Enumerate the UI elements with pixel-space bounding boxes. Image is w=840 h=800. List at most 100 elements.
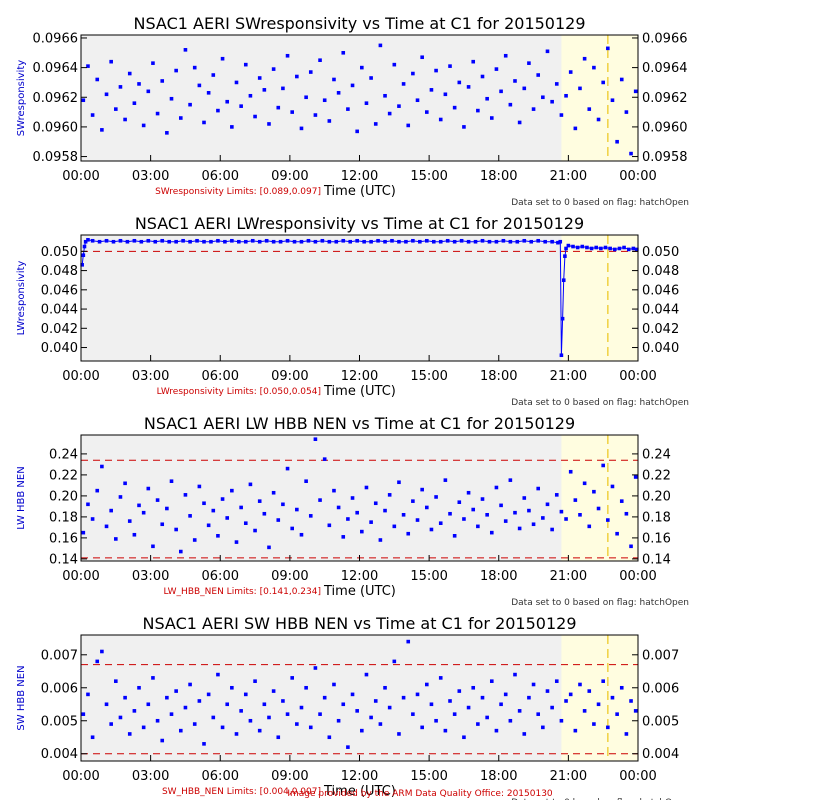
- data-point: [295, 74, 299, 79]
- y-tick-label-right: 0.0966: [642, 31, 688, 46]
- data-point: [346, 107, 350, 111]
- y-tick-label-right: 0.007: [642, 648, 679, 663]
- data-point: [81, 98, 86, 103]
- data-point: [425, 110, 429, 114]
- data-point: [592, 722, 596, 726]
- data-point: [629, 699, 633, 703]
- data-point: [531, 522, 536, 527]
- data-point: [248, 482, 253, 487]
- data-points: [80, 238, 639, 358]
- data-point: [271, 689, 276, 693]
- plot-area: [81, 435, 638, 561]
- x-tick-label: 00:00: [62, 169, 99, 184]
- data-point: [573, 728, 578, 733]
- data-point: [220, 56, 225, 61]
- data-point: [285, 466, 290, 471]
- data-point: [151, 61, 155, 65]
- data-points: [81, 639, 638, 749]
- data-point: [503, 692, 508, 697]
- data-point: [327, 119, 332, 123]
- x-tick-label: 21:00: [550, 769, 587, 784]
- data-point: [123, 481, 127, 486]
- chart-panel-1: NSAC1 AERI SWresponsivity vs Time at C1 …: [16, 14, 689, 208]
- data-point: [243, 521, 248, 525]
- data-point: [183, 493, 188, 497]
- data-point: [517, 709, 522, 713]
- data-point: [299, 126, 304, 131]
- data-point: [443, 92, 448, 97]
- data-point: [109, 722, 113, 726]
- data-point: [369, 715, 373, 720]
- data-point: [387, 111, 392, 116]
- data-point: [90, 517, 95, 521]
- data-point: [239, 104, 243, 108]
- x-tick-label: 18:00: [480, 569, 517, 584]
- data-point: [434, 495, 438, 499]
- data-point: [327, 735, 332, 740]
- data-point: [489, 116, 494, 120]
- y-axis-label: LWresponsivity: [16, 261, 27, 336]
- data-point: [527, 695, 531, 700]
- y-tick-label: 0.0960: [33, 120, 79, 135]
- data-point: [183, 48, 188, 52]
- data-point: [118, 715, 123, 720]
- data-point: [104, 92, 109, 97]
- y-axis-label: SWresponsivity: [16, 60, 27, 136]
- y-tick-label: 0.006: [41, 681, 78, 696]
- data-point: [146, 486, 151, 491]
- data-point: [378, 538, 383, 542]
- data-point: [165, 695, 169, 700]
- data-point: [411, 499, 415, 503]
- data-point: [522, 86, 527, 91]
- data-point: [397, 732, 401, 736]
- data-point: [369, 76, 373, 80]
- y-tick-label-right: 0.004: [642, 747, 679, 762]
- data-point: [615, 139, 619, 144]
- data-point: [582, 56, 587, 61]
- limits-text: LWresponsivity Limits: [0.050,0.054]: [157, 387, 321, 397]
- data-point: [429, 527, 434, 532]
- plot-area: [81, 635, 638, 761]
- data-point: [559, 718, 564, 723]
- x-tick-label: 18:00: [480, 369, 517, 384]
- data-point: [373, 699, 378, 703]
- flag-band: [561, 435, 638, 561]
- data-point: [499, 702, 503, 707]
- data-point: [425, 505, 429, 510]
- y-tick-label: 0.042: [41, 322, 78, 337]
- y-tick-label-right: 0.0962: [642, 91, 688, 106]
- data-point: [234, 540, 239, 544]
- data-point: [257, 76, 262, 80]
- data-point: [457, 500, 462, 504]
- data-point: [322, 457, 327, 461]
- data-point: [559, 509, 564, 514]
- data-point: [141, 725, 146, 730]
- data-point: [383, 508, 387, 513]
- x-tick-label: 03:00: [132, 769, 169, 784]
- chart-title: NSAC1 AERI SWresponsivity vs Time at C1 …: [133, 14, 585, 33]
- data-point: [573, 498, 578, 502]
- x-tick-label: 21:00: [550, 169, 587, 184]
- data-point: [234, 80, 239, 85]
- data-point: [243, 692, 248, 697]
- data-point: [308, 70, 313, 74]
- x-tick-label: 03:00: [132, 169, 169, 184]
- data-point: [313, 666, 318, 670]
- data-point: [267, 545, 271, 550]
- data-point: [508, 102, 513, 107]
- data-point: [364, 485, 369, 490]
- data-point: [160, 522, 165, 527]
- y-tick-label-right: 0.16: [642, 531, 671, 546]
- data-point: [267, 715, 271, 720]
- data-point: [619, 77, 624, 82]
- data-point: [206, 91, 211, 95]
- limits-text: SWresponsivity Limits: [0.089,0.097]: [155, 187, 321, 197]
- data-point: [619, 499, 624, 503]
- data-point: [401, 513, 406, 517]
- data-point: [137, 82, 141, 86]
- y-tick-label-right: 0.18: [642, 510, 671, 525]
- data-point: [169, 712, 174, 716]
- data-point: [341, 535, 346, 539]
- data-point: [554, 82, 559, 86]
- data-point: [230, 488, 234, 493]
